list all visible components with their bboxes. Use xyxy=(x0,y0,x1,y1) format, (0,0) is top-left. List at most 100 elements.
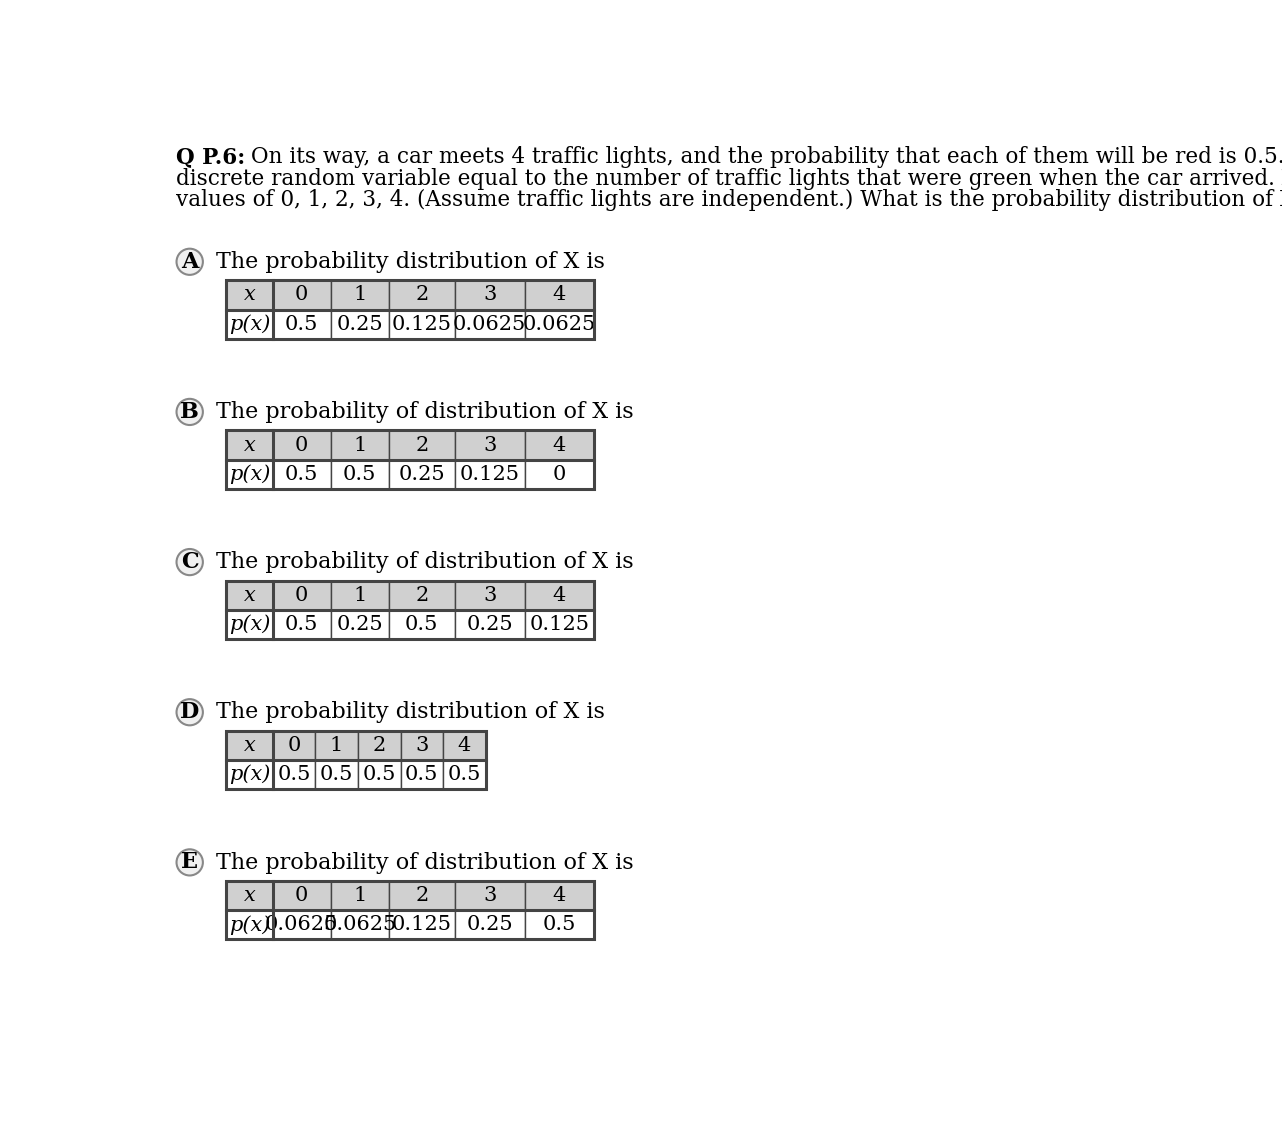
Bar xyxy=(331,309,388,339)
Text: 0.125: 0.125 xyxy=(392,315,451,333)
Bar xyxy=(226,280,595,339)
Text: p(x): p(x) xyxy=(228,465,271,484)
Text: 0.5: 0.5 xyxy=(405,614,438,634)
Bar xyxy=(273,460,331,489)
Bar xyxy=(388,610,455,640)
Bar xyxy=(455,610,524,640)
Text: On its way, a car meets 4 traffic lights, and the probability that each of them : On its way, a car meets 4 traffic lights… xyxy=(244,146,1282,168)
Text: Q P.6:: Q P.6: xyxy=(176,146,245,168)
Bar xyxy=(358,731,400,759)
Bar xyxy=(455,309,524,339)
Bar xyxy=(455,460,524,489)
Bar xyxy=(226,431,273,460)
Bar xyxy=(226,610,273,640)
Text: 0.0625: 0.0625 xyxy=(523,315,596,333)
Bar xyxy=(273,731,315,759)
Bar xyxy=(524,610,595,640)
Bar xyxy=(331,910,388,940)
Bar xyxy=(444,759,486,789)
Bar xyxy=(524,880,595,910)
Bar xyxy=(331,880,388,910)
Text: 0.5: 0.5 xyxy=(542,915,576,934)
Text: D: D xyxy=(179,701,199,723)
Bar xyxy=(226,431,595,489)
Bar xyxy=(273,880,331,910)
Text: 0.125: 0.125 xyxy=(392,915,451,934)
Bar xyxy=(400,731,444,759)
Text: 2: 2 xyxy=(373,735,386,755)
Circle shape xyxy=(177,399,203,425)
Text: 0: 0 xyxy=(295,886,309,904)
Text: x: x xyxy=(244,586,255,605)
Text: The probability of distribution of X is: The probability of distribution of X is xyxy=(217,852,633,874)
Bar xyxy=(358,759,400,789)
Text: 3: 3 xyxy=(415,735,428,755)
Text: 0: 0 xyxy=(295,435,309,455)
Bar xyxy=(226,309,273,339)
Text: 2: 2 xyxy=(415,286,428,305)
Bar xyxy=(524,431,595,460)
Bar xyxy=(524,309,595,339)
Text: The probability of distribution of X is: The probability of distribution of X is xyxy=(217,552,633,573)
Circle shape xyxy=(177,850,203,876)
Text: discrete random variable equal to the number of traffic lights that were green w: discrete random variable equal to the nu… xyxy=(176,168,1282,190)
Text: 1: 1 xyxy=(329,735,344,755)
Circle shape xyxy=(177,549,203,576)
Text: The probability of distribution of X is: The probability of distribution of X is xyxy=(217,401,633,424)
Bar xyxy=(273,431,331,460)
Text: x: x xyxy=(244,435,255,455)
Bar xyxy=(273,580,331,610)
Text: x: x xyxy=(244,735,255,755)
Text: p(x): p(x) xyxy=(228,314,271,333)
Text: 2: 2 xyxy=(415,586,428,605)
Text: 0.5: 0.5 xyxy=(277,765,310,785)
Text: 0.125: 0.125 xyxy=(460,465,519,484)
Text: 0.5: 0.5 xyxy=(320,765,354,785)
Bar xyxy=(388,580,455,610)
Bar xyxy=(524,280,595,309)
Text: values of 0, 1, 2, 3, 4. (Assume traffic lights are independent.) What is the pr: values of 0, 1, 2, 3, 4. (Assume traffic… xyxy=(176,190,1282,211)
Text: p(x): p(x) xyxy=(228,614,271,634)
Text: E: E xyxy=(181,852,199,874)
Text: 1: 1 xyxy=(353,886,367,904)
Bar xyxy=(524,910,595,940)
Bar xyxy=(455,431,524,460)
Text: 1: 1 xyxy=(353,586,367,605)
Text: 3: 3 xyxy=(483,286,496,305)
Text: p(x): p(x) xyxy=(228,765,271,785)
Bar xyxy=(388,460,455,489)
Bar xyxy=(273,280,331,309)
Bar xyxy=(388,880,455,910)
Text: C: C xyxy=(181,552,199,573)
Text: 2: 2 xyxy=(415,886,428,904)
Bar xyxy=(444,731,486,759)
Bar xyxy=(455,580,524,610)
Bar xyxy=(226,880,595,940)
Text: x: x xyxy=(244,886,255,904)
Bar xyxy=(524,460,595,489)
Text: 0.25: 0.25 xyxy=(467,614,513,634)
Text: 0: 0 xyxy=(295,586,309,605)
Text: 4: 4 xyxy=(553,435,565,455)
Bar xyxy=(331,610,388,640)
Bar xyxy=(273,610,331,640)
Text: 4: 4 xyxy=(553,886,565,904)
Text: 0.25: 0.25 xyxy=(336,614,383,634)
Bar xyxy=(331,460,388,489)
Bar xyxy=(315,731,358,759)
Bar xyxy=(388,431,455,460)
Bar xyxy=(331,580,388,610)
Text: 0.0625: 0.0625 xyxy=(453,315,526,333)
Text: A: A xyxy=(181,251,199,273)
Bar xyxy=(455,280,524,309)
Bar xyxy=(455,880,524,910)
Text: 0.5: 0.5 xyxy=(344,465,377,484)
Bar xyxy=(226,880,273,910)
Bar xyxy=(388,309,455,339)
Bar xyxy=(524,580,595,610)
Text: 0.25: 0.25 xyxy=(467,915,513,934)
Bar xyxy=(273,759,315,789)
Text: 0: 0 xyxy=(287,735,300,755)
Bar xyxy=(226,280,273,309)
Text: x: x xyxy=(244,286,255,305)
